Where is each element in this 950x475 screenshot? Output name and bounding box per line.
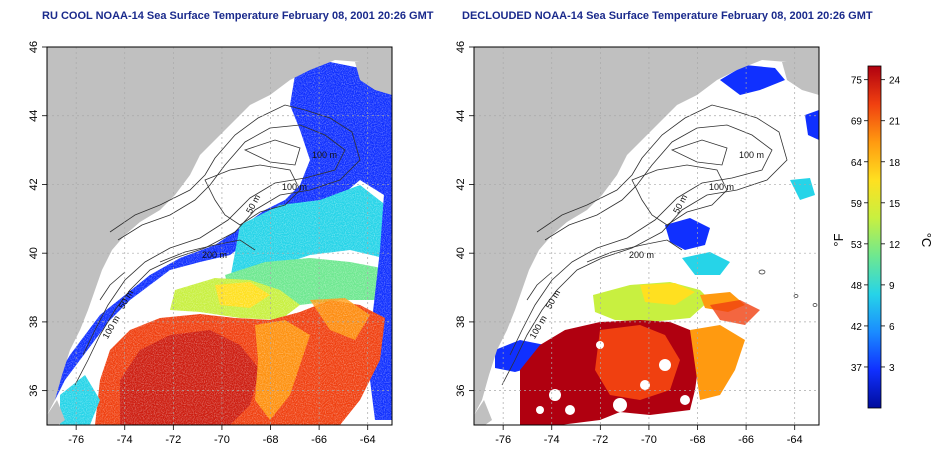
sst-field [495, 65, 819, 425]
sst-map-declouded: 100 m 100 m 50 m 200 m 50 m 100 m -76 -74… [455, 41, 820, 446]
colorbar-gradient [867, 65, 882, 409]
contour-label: 100 m [282, 182, 307, 192]
right-panel-title: DECLOUDED NOAA-14 Sea Surface Temperatur… [462, 10, 873, 22]
y-tick-label: 38 [455, 316, 467, 328]
celsius-unit-label: °C [919, 233, 934, 248]
contour-label: 100 m [312, 150, 337, 160]
y-axis: 46 44 42 40 38 36 [28, 41, 47, 397]
isolated-contours [758, 269, 818, 307]
y-tick-label: 44 [455, 110, 467, 122]
x-tick-label: -74 [544, 434, 560, 446]
x-tick-label: -66 [738, 434, 754, 446]
y-tick-label: 36 [28, 385, 40, 397]
celsius-tick-label: 3 [889, 363, 895, 374]
x-tick-label: -72 [165, 434, 181, 446]
celsius-tick-label: 12 [889, 240, 901, 251]
x-tick-label: -72 [592, 434, 608, 446]
x-tick-label: -76 [495, 434, 511, 446]
fahrenheit-unit-label: °F [831, 233, 846, 246]
fahrenheit-tick-label: 53 [851, 240, 863, 251]
graticule [474, 47, 819, 425]
celsius-tick-label: 9 [889, 281, 895, 292]
y-tick-label: 46 [28, 41, 40, 53]
y-tick-label: 42 [28, 178, 40, 190]
y-tick-label: 44 [28, 110, 40, 122]
sst-map-raw: 100 m 100 m 50 m 200 m 50 m 100 m -76 -74… [28, 41, 393, 446]
cape-hatteras-land [47, 400, 65, 425]
graticule [47, 47, 392, 425]
y-tick-label: 46 [455, 41, 467, 53]
land-mass [474, 47, 819, 415]
left-panel-title: RU COOL NOAA-14 Sea Surface Temperature … [42, 10, 434, 22]
y-axis: 46 44 42 40 38 36 [455, 41, 474, 397]
y-tick-label: 38 [28, 316, 40, 328]
map-frame [473, 46, 820, 426]
land-mass [47, 47, 392, 415]
y-tick-label: 36 [455, 385, 467, 397]
temperature-colorbar: 24 75 21 69 18 64 15 59 12 53 9 48 6 42 3 37 °F °C [831, 65, 934, 409]
fahrenheit-tick-label: 75 [851, 76, 863, 87]
x-tick-label: -74 [117, 434, 133, 446]
nova-scotia-land [782, 62, 819, 95]
x-axis: -76 -74 -72 -70 -68 -66 -64 [68, 425, 376, 446]
contour-label: 100 m [739, 150, 764, 160]
fahrenheit-tick-label: 42 [851, 322, 863, 333]
contour-label: 200 m [629, 250, 654, 260]
x-tick-label: -68 [690, 434, 706, 446]
cape-hatteras-land [474, 400, 492, 425]
bathymetry-contours [501, 104, 788, 386]
celsius-tick-label: 6 [889, 322, 895, 333]
fahrenheit-tick-label: 37 [851, 363, 863, 374]
x-tick-label: -70 [641, 434, 657, 446]
contour-label: 200 m [202, 250, 227, 260]
x-axis: -76 -74 -72 -70 -68 -66 -64 [495, 425, 803, 446]
x-tick-label: -66 [311, 434, 327, 446]
x-tick-label: -76 [68, 434, 84, 446]
celsius-tick-label: 21 [889, 117, 901, 128]
celsius-tick-label: 24 [889, 76, 901, 87]
map-frame [46, 46, 393, 426]
y-tick-label: 42 [455, 178, 467, 190]
contour-label: 100 m [709, 182, 734, 192]
x-tick-label: -68 [263, 434, 279, 446]
nova-scotia-land [355, 62, 392, 95]
y-tick-label: 40 [28, 247, 40, 259]
celsius-tick-label: 18 [889, 158, 901, 169]
x-tick-label: -64 [787, 434, 803, 446]
x-tick-label: -70 [214, 434, 230, 446]
y-tick-label: 40 [455, 247, 467, 259]
bathymetry-contours [74, 104, 361, 386]
x-tick-label: -64 [360, 434, 376, 446]
fahrenheit-tick-label: 59 [851, 199, 863, 210]
fahrenheit-tick-label: 64 [851, 158, 863, 169]
celsius-tick-label: 15 [889, 199, 901, 210]
fahrenheit-tick-label: 69 [851, 117, 863, 128]
fahrenheit-tick-label: 48 [851, 281, 863, 292]
